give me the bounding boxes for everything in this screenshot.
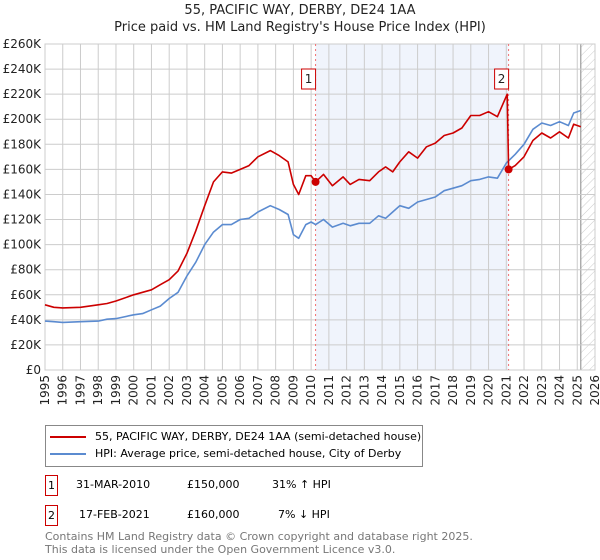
sale-badge: 1	[45, 475, 58, 496]
y-tick-label: £100K	[3, 238, 43, 252]
sale-hpi-diff: 7% ↓ HPI	[278, 508, 330, 521]
x-tick-label: 2000	[127, 375, 141, 406]
x-tick-label: 2001	[144, 375, 158, 406]
x-tick-label: 2024	[553, 375, 567, 406]
sale-date: 31-MAR-2010	[76, 478, 151, 491]
sale-label: 1	[305, 72, 313, 86]
legend-swatch-red	[50, 435, 86, 438]
x-tick-label: 2016	[411, 375, 425, 406]
x-tick-label: 1995	[38, 375, 52, 406]
plot-border	[44, 43, 596, 371]
sale-label-box	[494, 68, 510, 90]
transaction-row: 2 17-FEB-2021 £160,000 7% ↓ HPI	[45, 505, 445, 526]
y-tick-label: £20K	[10, 338, 42, 352]
x-tick-label: 2002	[162, 375, 176, 406]
x-tick-label: 2013	[357, 375, 371, 406]
chart-title: 55, PACIFIC WAY, DERBY, DE24 1AA	[184, 3, 416, 18]
sale-label: 2	[498, 72, 506, 86]
y-tick-label: £240K	[3, 62, 43, 76]
x-tick-label: 2012	[340, 375, 354, 406]
x-tick-label: 1999	[109, 375, 123, 406]
footer: Contains HM Land Registry data © Crown c…	[45, 530, 473, 556]
x-tick-label: 1998	[91, 375, 105, 406]
legend-label: HPI: Average price, semi-detached house,…	[95, 447, 402, 460]
sale-hpi-diff: 31% ↑ HPI	[272, 478, 331, 491]
x-tick-label: 2010	[304, 375, 318, 406]
y-tick-label: £40K	[10, 313, 42, 327]
x-tick-label: 1997	[73, 375, 87, 406]
x-tick-label: 2021	[499, 375, 513, 406]
x-tick-label: 2022	[517, 375, 531, 406]
y-tick-label: £120K	[3, 213, 43, 227]
x-tick-label: 2009	[286, 375, 300, 406]
forecast-hatch-region	[580, 44, 595, 370]
y-tick-label: £220K	[3, 87, 43, 101]
y-tick-label: £60K	[10, 288, 42, 302]
x-tick-label: 2003	[180, 375, 194, 406]
x-tick-label: 2014	[375, 375, 389, 406]
x-tick-label: 2025	[570, 375, 584, 406]
ownership-shaded-region	[315, 44, 509, 370]
sale-point	[311, 177, 320, 186]
x-tick-label: 2008	[269, 375, 283, 406]
hpi-line	[44, 109, 582, 324]
x-tick-label: 2020	[482, 375, 496, 406]
y-tick-label: £200K	[3, 112, 43, 126]
chart-subtitle: Price paid vs. HM Land Registry's House …	[114, 20, 486, 35]
x-tick-label: 1996	[56, 375, 70, 406]
x-tick-label: 2007	[251, 375, 265, 406]
sale-badge: 2	[45, 505, 58, 526]
footer-licence: This data is licensed under the Open Gov…	[45, 543, 396, 556]
legend: 55, PACIFIC WAY, DERBY, DE24 1AA (semi-d…	[45, 425, 423, 467]
sale-point	[504, 165, 513, 174]
y-tick-label: £180K	[3, 137, 43, 151]
y-tick-label: £80K	[10, 263, 42, 277]
x-tick-label: 2019	[464, 375, 478, 406]
legend-swatch-blue	[50, 452, 86, 455]
y-tick-label: £160K	[3, 162, 43, 176]
y-tick-label: £0	[26, 363, 41, 377]
legend-item-hpi: HPI: Average price, semi-detached house,…	[50, 447, 401, 460]
y-tick-label: £140K	[3, 187, 43, 201]
property-price-line	[44, 93, 582, 309]
x-tick-label: 2005	[215, 375, 229, 406]
transaction-row: 1 31-MAR-2010 £150,000 31% ↑ HPI	[45, 475, 445, 496]
y-tick-label: £260K	[3, 37, 43, 51]
sale-price: £150,000	[187, 478, 240, 491]
x-tick-label: 2026	[588, 375, 600, 406]
legend-item-property: 55, PACIFIC WAY, DERBY, DE24 1AA (semi-d…	[50, 430, 421, 443]
x-tick-label: 2006	[233, 375, 247, 406]
sale-label-box	[301, 68, 317, 90]
footer-copyright: Contains HM Land Registry data © Crown c…	[45, 530, 473, 543]
x-tick-label: 2004	[198, 375, 212, 406]
x-tick-label: 2011	[322, 375, 336, 406]
x-tick-label: 2023	[535, 375, 549, 406]
x-tick-label: 2017	[428, 375, 442, 406]
legend-label: 55, PACIFIC WAY, DERBY, DE24 1AA (semi-d…	[95, 430, 422, 443]
x-tick-label: 2015	[393, 375, 407, 406]
sale-date: 17-FEB-2021	[79, 508, 150, 521]
x-tick-label: 2018	[446, 375, 460, 406]
sale-price: £160,000	[187, 508, 240, 521]
